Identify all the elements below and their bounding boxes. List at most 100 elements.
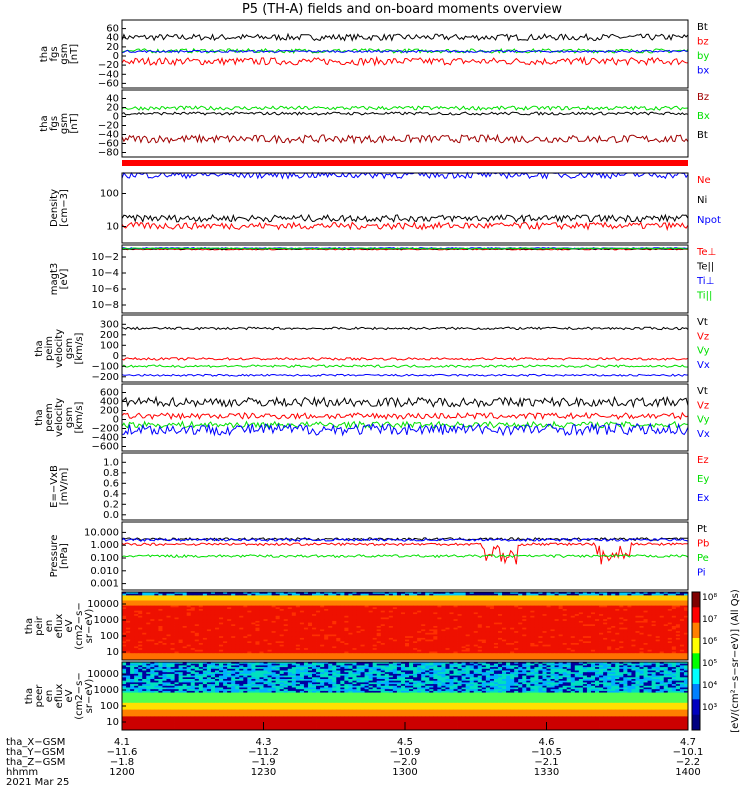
y-tick-label: 400 [100,397,119,408]
x-tick-label: 4.6 [539,737,555,748]
panel-7: Ez Ey Ex 1.00.80.60.40.20.0 E=−VxB [mV/m] [49,452,709,521]
colorbar-title: [eV/(cm²−s−sr−eV)] (All Qs) [730,589,741,733]
y-axis-label: fgs [49,46,60,61]
panel-4: Te⊥ Te|| Ti⊥ Ti|| 10−2 10−4 10−6 10−8 magt3 [eV] [49,244,716,314]
panel-frame [121,383,689,452]
series-by-line [121,47,689,55]
panel-frame [121,244,689,314]
panel-frame [121,591,689,661]
legend-te: Te|| [696,262,714,273]
legend-ez: Ez [697,455,709,466]
y-axis-label: [km/s] [74,401,85,433]
y-axis-label: en [44,690,55,703]
series-bz-line [121,133,689,145]
colorbar-tick-label: 10³ [702,703,717,713]
y-axis-label: eflux [54,684,65,709]
x-axis-row-label: tha_Z−GSM [6,757,65,768]
y-tick-label: −20 [98,121,119,132]
series-bt-line [121,32,689,42]
y-axis-label: gsm [64,338,75,359]
y-tick-label: 0.0 [103,510,119,521]
y-axis-label: velocity [54,398,65,437]
y-tick-label: 1000 [94,685,119,696]
y-axis-label: [nT] [69,44,80,64]
y-tick-label: 100 [100,631,119,642]
y-axis-label: tha [24,618,35,634]
y-axis-label: gsm [59,113,70,134]
x-tick-label: −10.9 [390,747,421,758]
y-axis-label: eV [64,619,75,632]
legend-vz: Vz [697,331,709,342]
series-pe-line [121,554,689,559]
series-ne-line [121,221,689,232]
panel-10: 10000 1000 100 10 tha peer en eflux eV (cm2−s− sr−… [24,661,689,731]
y-tick-label: 0 [113,415,119,426]
legend-ey: Ey [697,474,709,485]
y-tick-label: −60 [98,139,119,150]
series-pi-line [121,537,689,542]
legend-npot: Npot [697,215,721,226]
y-axis-label: sr−eV) [84,679,95,714]
y-tick-label: 10000 [87,669,119,680]
x-tick-label: −2.0 [393,757,417,768]
panel-frame [121,314,689,383]
y-tick-label: −80 [98,148,119,159]
series-vz-line [121,356,689,361]
date-label: 2021 Mar 25 [6,777,69,788]
y-axis-label: peir [34,615,45,635]
series-vx-line [121,422,689,437]
y-axis-label: en [44,620,55,633]
y-tick-label: 0.001 [90,579,119,590]
colorbar-tick-label: 10⁶ [702,637,717,647]
x-tick-label: −1.9 [251,757,275,768]
panel-8: Pt Pb Pe Pi 10.000 1.000 0.100 0.010 0.001 Pressu… [49,521,709,591]
series-pb-line [121,541,688,565]
y-axis-label: [cm−3] [59,189,70,227]
legend-bt: Bt [697,130,708,141]
x-tick-label: 1200 [109,767,134,778]
y-tick-label: −400 [92,433,119,444]
y-tick-label: 10−2 [92,252,119,263]
spectrogram [122,662,689,731]
series-ti-line [121,247,689,250]
y-tick-label: 0.8 [103,468,119,479]
y-tick-label: 1.000 [90,540,119,551]
y-axis-label: magt3 [49,263,60,296]
y-tick-label: 200 [100,406,119,417]
panel-9: 10000 1000 100 10 tha peir en eflux eV (cm2−s− sr−… [24,591,689,661]
colorbar-tick-label: 10⁸ [702,593,717,603]
y-axis-label: gsm [64,407,75,428]
y-tick-label: 20 [106,42,119,53]
x-tick-label: 4.3 [256,737,272,748]
x-tick-label: −10.5 [531,747,562,758]
legend-vx: Vx [697,429,710,440]
y-tick-label: 10−6 [92,284,119,295]
legend-pt: Pt [697,524,707,535]
x-tick-label: 1330 [534,767,559,778]
legend-bx: bx [697,66,709,77]
y-tick-label: 0.010 [90,566,119,577]
legend-vz: Vz [697,400,709,411]
y-tick-label: −40 [98,130,119,141]
y-tick-label: 60 [106,24,119,35]
series-ni-line [121,213,689,224]
y-tick-label: 10000 [87,599,119,610]
x-tick-label: −11.6 [107,747,138,758]
x-tick-label: −2.1 [534,757,558,768]
panel-frame [121,172,689,244]
series-vy-line [121,420,689,430]
legend-pi: Pi [697,568,706,579]
legend-vt: Vt [697,386,708,397]
y-tick-label: −40 [98,69,119,80]
panel-frame [121,89,689,158]
legend-vy: Vy [697,346,710,357]
y-tick-label: 0.6 [103,478,119,489]
y-tick-label: −600 [92,442,119,453]
series-vx-line [121,373,688,377]
y-tick-label: 0.4 [103,489,119,500]
panel-frame [121,521,689,591]
y-axis-label: Density [49,189,60,227]
y-tick-label: 40 [106,33,119,44]
